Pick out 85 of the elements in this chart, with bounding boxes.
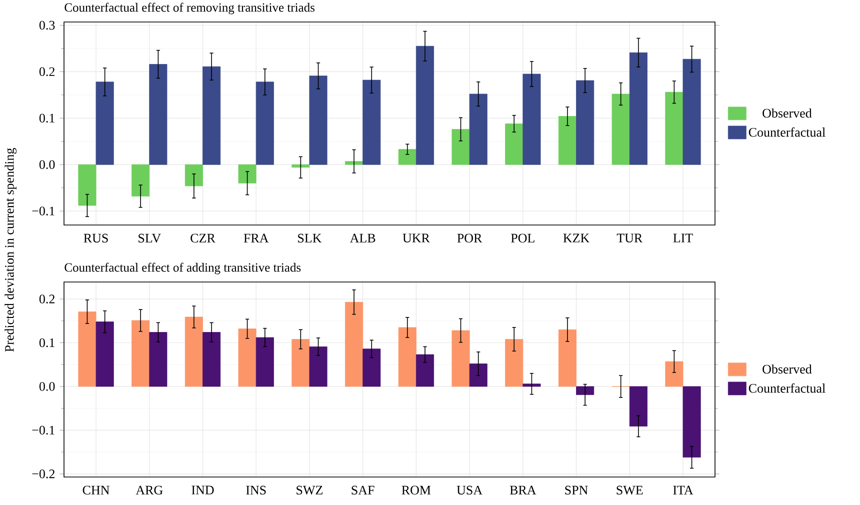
bar (362, 80, 381, 165)
x-tick-label: SWE (616, 486, 643, 495)
bar (96, 82, 114, 165)
x-tick-label: FRA (244, 234, 269, 242)
y-tick-label: 0.1 (39, 338, 54, 348)
bar (416, 354, 434, 387)
legend-label: Counterfactual (748, 127, 826, 137)
y-tick-label: −0.2 (32, 470, 54, 478)
bar (469, 94, 488, 165)
chart-title: Counterfactual effect of adding transitive triads (64, 262, 301, 274)
bar (362, 348, 381, 387)
x-tick-label: RUS (84, 234, 108, 243)
chart-title: Counterfactual effect of removing transitive triads (64, 2, 314, 14)
bar (558, 116, 576, 165)
x-tick-label: TUR (616, 234, 643, 242)
x-tick-label: SLK (298, 234, 322, 243)
bar (416, 46, 434, 165)
x-tick-label: INS (246, 486, 266, 495)
bar (238, 328, 256, 387)
x-tick-label: KZK (563, 234, 590, 242)
x-tick-label: SPN (565, 486, 588, 495)
y-tick-label: 0.1 (39, 114, 54, 123)
y-tick-label: 0.2 (39, 294, 54, 304)
bar (505, 124, 524, 165)
legend-label: Observed (762, 364, 812, 374)
x-tick-label: SWZ (296, 486, 322, 495)
bar (665, 361, 684, 387)
bar (345, 161, 364, 165)
x-tick-label: SAF (352, 486, 374, 495)
bar (398, 149, 416, 165)
y-tick-label: 0.0 (39, 160, 55, 170)
bar (309, 346, 328, 387)
bar (522, 74, 541, 165)
x-tick-label: CZR (190, 234, 216, 243)
x-tick-label: SLV (138, 234, 161, 243)
x-tick-label: POR (457, 234, 482, 243)
y-tick-label: −0.1 (32, 426, 54, 435)
bar (612, 94, 630, 165)
y-tick-label: 0.3 (39, 20, 55, 30)
bar (78, 312, 96, 387)
bar (682, 386, 701, 458)
bar (96, 322, 114, 387)
bar (345, 302, 364, 387)
bar (505, 339, 524, 387)
bar (309, 76, 328, 165)
legend-label: Observed (762, 108, 812, 118)
bar (292, 339, 310, 387)
x-tick-label: USA (456, 486, 482, 495)
bar (149, 64, 168, 165)
bar (202, 66, 221, 165)
bar (629, 52, 648, 165)
bar (452, 330, 470, 387)
x-tick-label: ITA (673, 486, 694, 494)
bar (292, 164, 310, 168)
x-tick-label: IND (192, 486, 214, 494)
bar (576, 80, 594, 165)
bar (452, 129, 470, 165)
x-tick-label: ROM (402, 486, 431, 495)
y-tick-label: −0.1 (32, 206, 54, 216)
bar (576, 386, 594, 395)
bar (184, 316, 203, 387)
y-axis-title: Predicted deviation in current spending (4, 148, 17, 352)
bar (202, 332, 221, 387)
bar (78, 164, 96, 206)
x-tick-label: UKR (402, 234, 430, 242)
x-tick-label: CHN (82, 486, 110, 495)
x-tick-label: ALB (350, 234, 376, 242)
x-tick-label: BRA (510, 486, 536, 494)
bar (522, 384, 541, 387)
bar (629, 386, 648, 426)
x-tick-label: POL (511, 234, 534, 243)
y-tick-label: 0.0 (39, 382, 55, 391)
legend-label: Counterfactual (748, 383, 826, 393)
bar (256, 82, 274, 165)
x-tick-label: LIT (673, 234, 693, 242)
bar (132, 320, 150, 387)
bar (132, 164, 150, 196)
bar (558, 329, 576, 387)
bar (149, 332, 168, 387)
bar (256, 337, 274, 387)
bar (682, 58, 701, 165)
y-tick-label: 0.2 (39, 67, 54, 76)
bar (398, 327, 416, 387)
x-tick-label: ARG (136, 486, 163, 495)
bar (665, 92, 684, 165)
